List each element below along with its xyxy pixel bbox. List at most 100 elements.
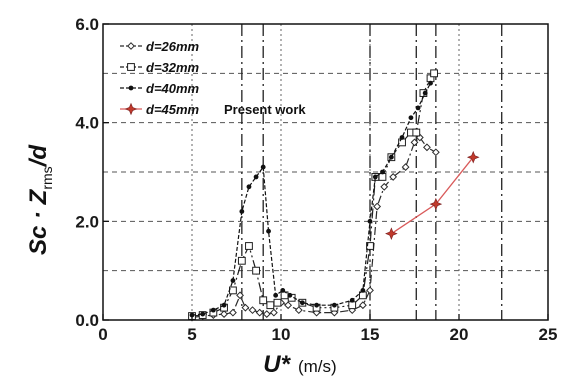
legend-entry: d=40mm — [120, 81, 200, 96]
y-tick-label: 2.0 — [75, 212, 99, 231]
data-point-dot — [299, 300, 305, 306]
legend-label: d=32mm — [146, 60, 200, 75]
legend-label: d=40mm — [146, 81, 200, 96]
data-point-dot — [314, 302, 319, 308]
series-layer — [188, 69, 480, 322]
data-point-diamond — [220, 310, 228, 318]
data-point-square — [127, 63, 135, 71]
data-point-diamond — [423, 143, 431, 152]
data-point-star — [429, 197, 443, 211]
axes — [102, 23, 549, 321]
data-point-square — [229, 286, 237, 295]
data-point-dot — [349, 297, 355, 303]
legend-entry: d=45mm Present work — [120, 102, 306, 117]
y-axis-label-sub: rms — [39, 166, 55, 189]
series — [385, 150, 480, 240]
x-axis-label-symbol: U* — [263, 351, 291, 378]
data-point-dot — [332, 302, 337, 308]
data-point-dot — [367, 218, 373, 224]
y-axis-label: Sc · Zrms/d — [25, 144, 55, 255]
axes-frame — [102, 23, 549, 321]
data-point-diamond — [401, 163, 410, 171]
data-point-dot — [246, 184, 252, 190]
data-point-dot — [260, 164, 266, 170]
series — [188, 133, 440, 322]
reference-lines — [241, 24, 503, 320]
data-point-dot — [266, 228, 271, 234]
legend-label: d=45mm — [146, 102, 200, 117]
y-tick-label: 6.0 — [75, 15, 99, 34]
data-point-star — [466, 150, 480, 164]
data-point-square — [398, 138, 406, 147]
data-point-diamond — [380, 182, 389, 191]
legend-note: Present work — [224, 102, 306, 117]
data-point-diamond — [255, 308, 264, 317]
x-tick-label: 25 — [539, 325, 558, 344]
data-point-square — [245, 242, 253, 250]
data-point-dot — [428, 80, 433, 86]
data-point-square — [378, 173, 387, 181]
data-point-square — [412, 128, 421, 137]
data-point-dot — [422, 90, 428, 96]
data-point-dot — [415, 105, 421, 111]
data-point-diamond — [358, 301, 367, 310]
data-point-square — [273, 298, 282, 307]
data-point-diamond — [284, 301, 293, 310]
data-point-diamond — [373, 202, 382, 211]
data-point-diamond — [236, 291, 244, 300]
data-point-diamond — [431, 148, 440, 157]
data-point-diamond — [269, 308, 278, 317]
data-point-dot — [372, 174, 378, 180]
x-tick-label: 5 — [187, 325, 196, 344]
data-point-diamond — [389, 173, 398, 181]
data-point-star — [124, 102, 138, 116]
y-tick-label: 0.0 — [75, 311, 99, 330]
data-point-square — [366, 242, 374, 250]
x-axis-label-unit: (m/s) — [298, 357, 337, 376]
data-point-dot — [239, 209, 245, 214]
data-point-dot — [210, 307, 216, 313]
data-point-dot — [273, 292, 279, 298]
y-axis-label-part1: Sc · Z — [25, 188, 52, 255]
data-point-dot — [253, 174, 259, 180]
series-line — [191, 72, 435, 317]
data-point-dot — [388, 154, 394, 160]
data-point-diamond — [294, 306, 303, 315]
data-point-dot — [128, 85, 134, 91]
data-point-dot — [360, 288, 366, 293]
data-point-square — [280, 291, 289, 300]
data-point-dot — [399, 135, 405, 140]
data-point-diamond — [127, 42, 135, 50]
data-point-dot — [287, 292, 293, 298]
data-point-dot — [380, 169, 385, 175]
legend-label: d=26mm — [146, 39, 200, 54]
x-tick-label: 10 — [272, 325, 291, 344]
data-point-diamond — [366, 286, 374, 295]
grid-lines — [103, 24, 548, 320]
x-tick-label: 0 — [98, 325, 107, 344]
series-line — [191, 82, 432, 316]
data-point-square — [266, 301, 275, 310]
data-point-diamond — [410, 138, 419, 147]
data-point-diamond — [248, 306, 257, 315]
data-point-square — [237, 256, 246, 265]
data-point-dot — [221, 302, 227, 308]
data-point-dot — [230, 278, 236, 283]
legend-entry: d=32mm — [120, 60, 200, 75]
data-point-dot — [280, 288, 286, 293]
data-point-dot — [408, 115, 414, 121]
series — [189, 80, 433, 318]
data-point-diamond — [262, 310, 271, 318]
data-point-square — [430, 69, 438, 78]
data-point-star — [385, 227, 398, 240]
data-point-dot — [200, 311, 206, 317]
x-tick-label: 15 — [361, 325, 380, 344]
x-axis-label: U* (m/s) — [263, 351, 336, 378]
data-point-square — [348, 301, 357, 310]
data-point-square — [259, 296, 268, 305]
data-point-square — [252, 266, 260, 275]
y-axis-label-part2: /d — [25, 144, 52, 168]
data-point-diamond — [229, 308, 237, 317]
legend-entry: d=26mm — [120, 39, 200, 54]
legend: d=26mm d=32mm d=40mm d=45mm Present work — [120, 39, 306, 117]
